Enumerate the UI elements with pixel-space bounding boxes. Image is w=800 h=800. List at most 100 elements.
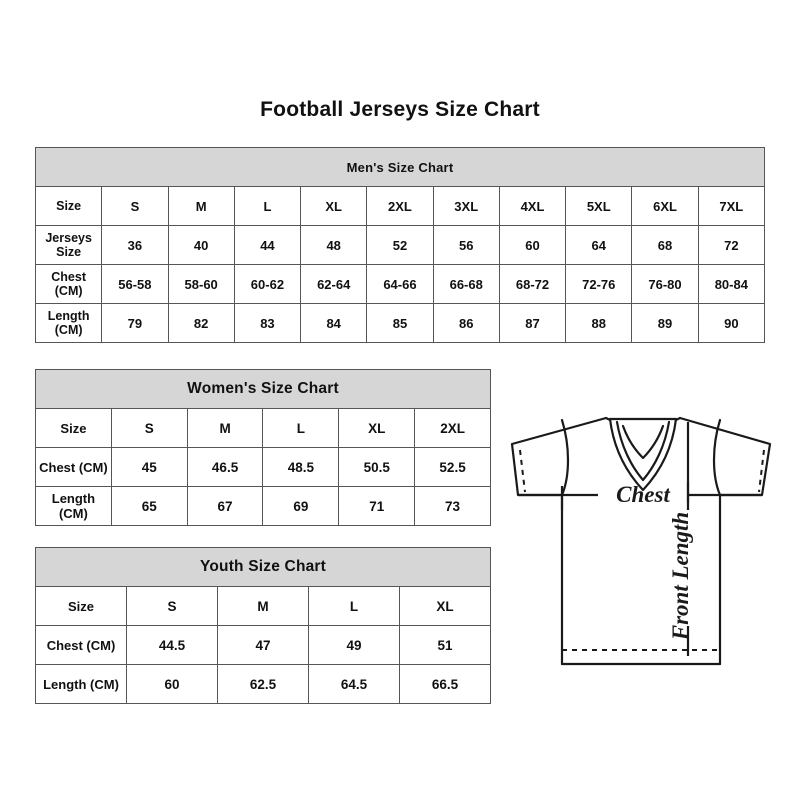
data-cell: 76-80	[631, 264, 699, 304]
page-title: Football Jerseys Size Chart	[260, 98, 540, 121]
left-sleeve-hem-stitch	[519, 449, 526, 493]
data-cell: 69	[262, 486, 340, 526]
size-header-cell: L	[233, 186, 302, 226]
row-label: Length (CM)	[34, 303, 103, 343]
size-header-cell: S	[110, 408, 188, 448]
data-cell: 60-62	[233, 264, 302, 304]
data-cell: 46.5	[186, 447, 264, 487]
data-cell: 66.5	[399, 664, 491, 704]
data-cell: 84	[300, 303, 368, 343]
size-header-cell: M	[167, 186, 235, 226]
data-cell: 50.5	[338, 447, 416, 487]
left-armscye-seam	[560, 418, 570, 497]
data-cell: 90	[697, 303, 766, 343]
table-title-row: Youth Size Chart	[35, 547, 491, 587]
size-header-cell: M	[186, 408, 264, 448]
table-row: Chest (CM) 44.5 47 49 51	[35, 625, 491, 665]
data-cell: 85	[366, 303, 434, 343]
v-neck-middle	[615, 420, 671, 482]
table-row: Length (CM) 60 62.5 64.5 66.5	[35, 664, 491, 704]
left-sleeve-shape	[510, 416, 608, 497]
data-cell: 40	[167, 225, 235, 265]
size-header-cell: M	[217, 586, 309, 626]
data-cell: 36	[101, 225, 169, 265]
data-cell: 51	[399, 625, 491, 665]
row-label: Jerseys Size	[34, 225, 103, 265]
data-cell: 44.5	[126, 625, 218, 665]
front-length-label: Front Length	[668, 512, 693, 641]
jersey-outline-icon	[510, 416, 772, 666]
data-cell: 80-84	[697, 264, 766, 304]
data-cell: 48	[300, 225, 368, 265]
womens-table-title: Women's Size Chart	[35, 369, 491, 409]
size-header-cell: L	[262, 408, 340, 448]
right-sleeve-shape	[678, 416, 772, 497]
row-label: Chest (CM)	[35, 447, 112, 487]
data-cell: 56-58	[101, 264, 169, 304]
data-cell: 72	[697, 225, 766, 265]
data-cell: 64	[565, 225, 633, 265]
row-label: Chest (CM)	[35, 625, 127, 665]
data-cell: 72-76	[565, 264, 633, 304]
data-cell: 86	[432, 303, 500, 343]
table-row: Length (CM) 79 82 83 84 85 86 87 88 89 9…	[34, 303, 766, 343]
data-cell: 68-72	[498, 264, 567, 304]
table-row: Jerseys Size 36 40 44 48 52 56 60 64 68 …	[34, 225, 766, 265]
table-row: Chest (CM) 45 46.5 48.5 50.5 52.5	[35, 447, 491, 487]
right-sleeve-hem-stitch	[758, 449, 765, 493]
stitch-lines	[519, 449, 765, 651]
data-cell: 60	[126, 664, 218, 704]
size-header-cell: XL	[399, 586, 491, 626]
row-header-size: Size	[35, 586, 127, 626]
data-cell: 62-64	[300, 264, 368, 304]
chest-label: Chest	[616, 482, 670, 507]
size-header-cell: XL	[300, 186, 368, 226]
size-header-cell: 2XL	[414, 408, 491, 448]
size-header-cell: 2XL	[366, 186, 434, 226]
data-cell: 48.5	[262, 447, 340, 487]
data-cell: 89	[631, 303, 699, 343]
size-header-cell: 5XL	[565, 186, 633, 226]
data-cell: 47	[217, 625, 309, 665]
v-neck-inner	[621, 424, 665, 460]
data-cell: 73	[414, 486, 491, 526]
row-label: Length (CM)	[35, 486, 112, 526]
data-cell: 87	[498, 303, 567, 343]
v-neck-outer	[608, 417, 678, 492]
jersey-measurement-diagram: Chest Front Length	[498, 398, 794, 694]
data-cell: 60	[498, 225, 567, 265]
size-header-cell: 6XL	[631, 186, 699, 226]
data-cell: 58-60	[167, 264, 235, 304]
data-cell: 79	[101, 303, 169, 343]
size-header-cell: XL	[338, 408, 416, 448]
data-cell: 71	[338, 486, 416, 526]
data-cell: 82	[167, 303, 235, 343]
data-cell: 52	[366, 225, 434, 265]
table-row: Length (CM) 65 67 69 71 73	[35, 486, 491, 526]
data-cell: 52.5	[414, 447, 491, 487]
row-label: Chest (CM)	[34, 264, 103, 304]
mens-table-title: Men's Size Chart	[35, 147, 765, 187]
data-cell: 45	[110, 447, 188, 487]
size-header-cell: 4XL	[498, 186, 567, 226]
data-cell: 64.5	[308, 664, 400, 704]
table-row: Size S M L XL 2XL 3XL 4XL 5XL 6XL 7XL	[34, 186, 766, 226]
table-row: Size S M L XL	[35, 586, 491, 626]
table-row: Size S M L XL 2XL	[35, 408, 491, 448]
row-header-size: Size	[35, 408, 112, 448]
data-cell: 62.5	[217, 664, 309, 704]
data-cell: 83	[233, 303, 302, 343]
row-label: Length (CM)	[35, 664, 127, 704]
row-header-size: Size	[34, 186, 103, 226]
table-row: Chest (CM) 56-58 58-60 60-62 62-64 64-66…	[34, 264, 766, 304]
youth-size-chart-table: Youth Size Chart Size S M L XL Chest (CM…	[35, 547, 491, 704]
data-cell: 49	[308, 625, 400, 665]
size-header-cell: 7XL	[697, 186, 766, 226]
womens-size-chart-table: Women's Size Chart Size S M L XL 2XL Che…	[35, 369, 491, 526]
data-cell: 64-66	[366, 264, 434, 304]
data-cell: 66-68	[432, 264, 500, 304]
table-title-row: Men's Size Chart	[35, 147, 765, 187]
size-header-cell: 3XL	[432, 186, 500, 226]
youth-table-title: Youth Size Chart	[35, 547, 491, 587]
data-cell: 88	[565, 303, 633, 343]
